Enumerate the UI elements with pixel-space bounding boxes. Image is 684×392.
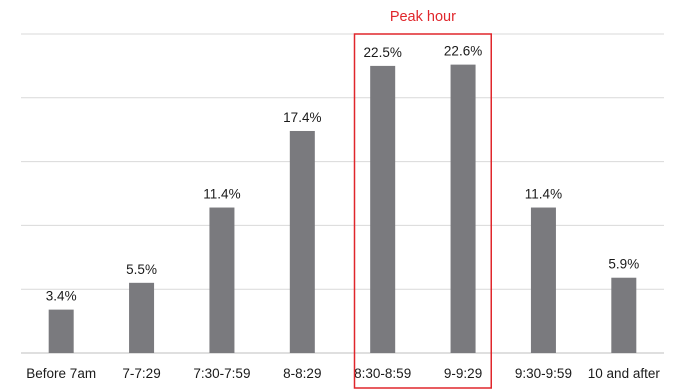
x-tick-label: 8:30-8:59 xyxy=(354,366,411,381)
x-tick-labels: Before 7am 7-7:29 7:30-7:59 8-8:29 8:30-8:59… xyxy=(26,366,660,381)
data-label: 11.4% xyxy=(525,187,562,202)
x-tick-label: 7-7:29 xyxy=(122,366,160,381)
gridlines xyxy=(21,33,664,354)
x-tick-label: 9:30-9:59 xyxy=(515,366,572,381)
peak-hour-highlight: Peak hour xyxy=(353,9,492,389)
bar xyxy=(48,309,74,353)
bar xyxy=(450,64,476,354)
x-tick-label: 9-9:29 xyxy=(444,366,482,381)
data-labels: 3.4% 5.5% 11.4% 17.4% 22.5% 22.6% 11.4% 5.9% xyxy=(46,44,639,304)
bars xyxy=(48,64,637,354)
bar xyxy=(611,277,637,353)
data-label: 3.4% xyxy=(46,289,77,304)
x-tick-label: 7:30-7:59 xyxy=(193,366,250,381)
data-label: 11.4% xyxy=(203,187,240,202)
bar xyxy=(129,282,155,353)
bar xyxy=(209,207,235,353)
x-tick-label: 10 and after xyxy=(588,366,661,381)
data-label: 17.4% xyxy=(283,110,321,125)
data-label: 22.5% xyxy=(364,45,402,60)
data-label: 22.6% xyxy=(444,44,482,59)
bar xyxy=(370,65,396,354)
bar xyxy=(530,207,556,353)
x-tick-label: Before 7am xyxy=(26,366,96,381)
peak-hour-box xyxy=(353,33,492,389)
x-tick-label: 8-8:29 xyxy=(283,366,321,381)
data-label: 5.9% xyxy=(608,257,639,272)
peak-hour-label: Peak hour xyxy=(390,9,456,25)
data-label: 5.5% xyxy=(126,262,157,277)
bar xyxy=(289,130,315,353)
